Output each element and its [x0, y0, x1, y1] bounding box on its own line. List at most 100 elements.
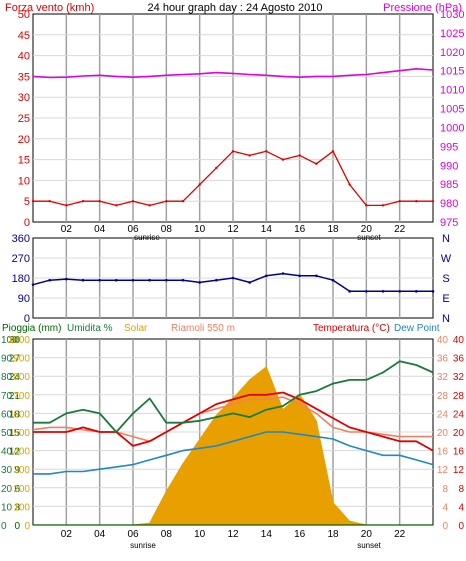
- hour-tick-label: 12: [227, 224, 239, 235]
- pressure-tick-label: 975: [440, 217, 458, 229]
- dew-point-axis-label: Dew Point: [394, 323, 440, 334]
- hour-tick-label: 14: [261, 529, 273, 540]
- hour-tick-label: 02: [61, 529, 73, 540]
- rain-tick-label: 0: [14, 521, 20, 532]
- wind-direction-point: [148, 278, 151, 282]
- temperature-right-tick-label: 28: [453, 391, 465, 402]
- wind-direction-point: [365, 290, 368, 293]
- rain-tick-label: 12: [9, 447, 21, 458]
- sunset-label: sunset: [357, 233, 381, 242]
- wind-tick-label: 40: [18, 51, 30, 63]
- wind-direction-point: [315, 274, 318, 278]
- hour-tick-label: 12: [227, 529, 239, 540]
- wind-tick-label: 50: [18, 9, 30, 21]
- wind-speed-point: [281, 158, 285, 161]
- temperature-right-tick-label: 20: [453, 428, 465, 439]
- wind-direction-point: [265, 274, 268, 278]
- wind-speed-point: [298, 154, 301, 157]
- hour-tick-label: 18: [327, 529, 339, 540]
- wind-speed-point: [231, 150, 235, 153]
- temperature-right-tick-label: 4: [458, 502, 464, 513]
- temperature-right-ticks: 40 36 32 28 24 20 16 12 8 4 0: [453, 335, 465, 532]
- hour-tick-label: 22: [394, 224, 406, 235]
- temperature-right-tick-label: 40: [453, 335, 465, 346]
- pressure-tick-label: 995: [440, 141, 458, 153]
- solar-tick-label: 0: [24, 521, 30, 532]
- pressure-tick-label: 1020: [440, 47, 464, 59]
- wind-tick-label: 15: [18, 155, 30, 167]
- rain-tick-label: 21: [9, 391, 21, 402]
- temperature-right-tick-label: 16: [453, 447, 465, 458]
- hour-tick-label: 10: [194, 224, 206, 235]
- wind-direction-point: [198, 281, 201, 284]
- pressure-right-ticks: 1030 1025 1020 1015 1010 1005 1000 995 9…: [440, 9, 464, 229]
- wind-speed-point: [381, 204, 385, 207]
- wind-direction-point: [281, 272, 285, 275]
- wind-direction-point: [298, 274, 301, 278]
- temperature-tick-label: 40: [437, 335, 449, 346]
- hour-tick-label: 10: [194, 529, 206, 540]
- solar-tick-label: 300: [13, 465, 30, 476]
- rain-tick-label: 6: [14, 484, 20, 495]
- rain-tick-label: 30: [9, 335, 21, 346]
- wind-direction-point: [81, 278, 85, 282]
- wind-direction-point: [165, 278, 168, 282]
- wind-speed-point: [65, 204, 68, 207]
- rain-axis-label: Pioggia (mm): [2, 323, 61, 334]
- wind-direction-point: [181, 278, 185, 282]
- compass-tick-label: E: [442, 293, 449, 305]
- temperature-tick-label: 20: [437, 428, 449, 439]
- wind-axis-label: Forza vento (kmh): [5, 2, 94, 14]
- riamoli-axis-label: Riamoli 550 m: [171, 323, 235, 334]
- temperature-ticks: 40 36 32 28 24 20 16 12 8 4 0: [437, 335, 449, 532]
- temperature-axis-label: Temperatura (°C): [313, 323, 390, 334]
- wind-direction-point: [348, 290, 351, 293]
- pressure-tick-label: 1000: [440, 122, 464, 134]
- wind-tick-label: 25: [18, 113, 30, 125]
- wind-hour-ticks: 02 04 06 08 10 12 14 16 18 20 22: [61, 224, 406, 235]
- pressure-tick-label: 1025: [440, 28, 464, 40]
- wind-speed-point: [348, 183, 351, 186]
- climate-series: [32, 360, 434, 526]
- wind-direction-point: [65, 277, 68, 281]
- pressure-tick-label: 1030: [440, 9, 464, 21]
- wind-direction-point: [398, 290, 401, 293]
- temperature-line: [33, 391, 434, 452]
- solar-tick-label: 200: [13, 484, 30, 495]
- temperature-right-tick-label: 24: [453, 409, 465, 420]
- wind-panel-grid: [33, 14, 433, 222]
- wind-direction-point: [331, 278, 335, 282]
- wind-tick-label: 35: [18, 71, 30, 83]
- pressure-line: [32, 68, 434, 79]
- humidity-tick-label: 80: [1, 372, 13, 383]
- wind-tick-label: 20: [18, 134, 30, 146]
- temperature-tick-label: 16: [437, 447, 449, 458]
- wind-direction-point: [131, 278, 135, 282]
- wind-tick-label: 5: [24, 196, 30, 208]
- compass-tick-label: N: [442, 313, 450, 325]
- humidity-tick-label: 100: [1, 335, 18, 346]
- direction-series: [31, 272, 435, 293]
- hour-tick-label: 16: [294, 529, 306, 540]
- temperature-right-tick-label: 12: [453, 465, 465, 476]
- hour-tick-label: 08: [161, 224, 173, 235]
- wind-direction-point: [231, 276, 235, 280]
- solar-tick-label: 800: [13, 372, 30, 383]
- solar-tick-label: 900: [13, 354, 30, 365]
- wind-tick-label: 45: [18, 30, 30, 42]
- hour-tick-label: 02: [61, 224, 73, 235]
- wind-speed-point: [315, 162, 318, 165]
- hour-tick-label: 18: [327, 224, 339, 235]
- humidity-axis-label: Umidita %: [67, 323, 113, 334]
- wind-direction-point: [48, 278, 51, 282]
- wind-direction-point: [381, 290, 385, 293]
- chart-title: 24 hour graph day : 24 Agosto 2010: [148, 2, 323, 14]
- humidity-tick-label: 0: [1, 521, 7, 532]
- temperature-right-tick-label: 8: [458, 484, 464, 495]
- wind-tick-label: 30: [18, 92, 30, 104]
- wind-speed-point: [265, 150, 268, 153]
- sunrise-label-bottom: sunrise: [130, 541, 156, 550]
- humidity-tick-label: 30: [1, 465, 13, 476]
